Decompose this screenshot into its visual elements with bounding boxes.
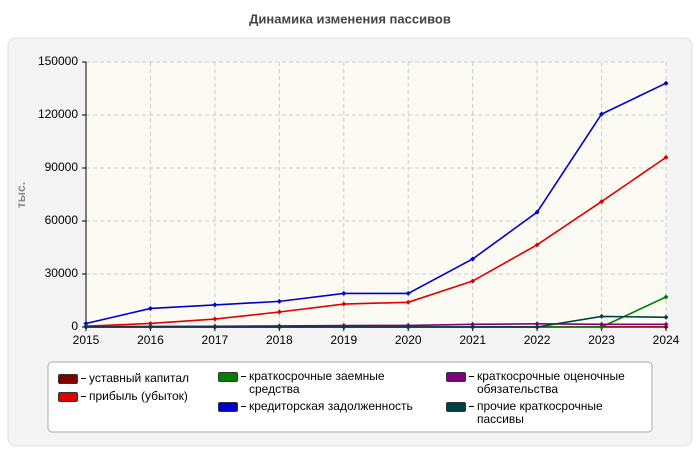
legend-label: кредиторская задолженность (249, 399, 413, 413)
point (534, 324, 540, 330)
point (147, 320, 153, 326)
point (663, 324, 669, 330)
point (470, 321, 476, 327)
point (663, 294, 669, 300)
x-tick-label: 2015 (73, 333, 100, 347)
x-tick-label: 2023 (588, 333, 615, 347)
point (470, 278, 476, 284)
x-tick-label: 2021 (459, 333, 486, 347)
point (663, 321, 669, 327)
y-tick-label: 150000 (38, 54, 78, 68)
legend-swatch (446, 372, 466, 382)
legend-dash (81, 396, 86, 397)
y-tick-label: 60000 (45, 213, 79, 227)
legend-item: прибыль (убыток) (58, 390, 208, 403)
y-tick-label: 30000 (45, 266, 79, 280)
legend-label: краткосрочные заемные средства (249, 369, 385, 396)
legend-label: краткосрочные оценочные обязательства (477, 369, 625, 396)
x-tick-label: 2019 (330, 333, 357, 347)
point (599, 199, 605, 205)
x-tick-label: 2018 (266, 333, 293, 347)
point (147, 305, 153, 311)
plot-area (86, 62, 666, 327)
legend-swatch (446, 402, 466, 412)
point (534, 321, 540, 327)
series-line (86, 315, 667, 328)
point (599, 313, 605, 319)
legend-item: прочие краткосрочные пассивы (446, 400, 646, 426)
y-tick-label: 120000 (38, 107, 78, 121)
legend-dash (469, 406, 474, 407)
point (341, 301, 347, 307)
x-tick-label: 2022 (524, 333, 551, 347)
point (341, 324, 347, 330)
legend-dash (241, 376, 246, 377)
legend-label: прибыль (убыток) (89, 389, 188, 403)
legend-item: краткосрочные заемные средства (218, 370, 418, 396)
legend-swatch (218, 402, 238, 412)
series-line (85, 156, 667, 327)
legend-swatch (218, 372, 238, 382)
x-tick-label: 2024 (653, 333, 680, 347)
y-tick-label: 90000 (45, 160, 79, 174)
legend-swatch (58, 392, 78, 402)
legend-item: краткосрочные оценочные обязательства (446, 370, 646, 396)
legend-label: уставный капитал (89, 371, 189, 385)
point (470, 256, 476, 262)
point (405, 290, 411, 296)
chart-title: Динамика изменения пассивов (249, 11, 451, 26)
legend-dash (81, 378, 86, 379)
point (470, 324, 476, 330)
point (212, 302, 218, 308)
legend-swatch (58, 374, 78, 384)
point (663, 314, 669, 320)
point (83, 324, 89, 330)
point (212, 316, 218, 322)
point (599, 324, 605, 330)
point (405, 324, 411, 330)
x-tick-label: 2016 (137, 333, 164, 347)
point (276, 298, 282, 304)
point (405, 299, 411, 305)
x-tick-label: 2017 (202, 333, 229, 347)
point (212, 324, 218, 330)
series-line (85, 82, 667, 325)
y-axis-label: тыс. (14, 182, 28, 208)
legend-item: уставный капитал (58, 372, 208, 385)
x-tick-label: 2020 (395, 333, 422, 347)
point (83, 320, 89, 326)
point (599, 111, 605, 117)
point (663, 154, 669, 160)
legend-dash (241, 406, 246, 407)
point (599, 321, 605, 327)
point (534, 209, 540, 215)
legend-dash (469, 376, 474, 377)
legend-box (47, 361, 653, 433)
point (663, 80, 669, 86)
point (276, 324, 282, 330)
legend-item: кредиторская задолженность (218, 400, 428, 413)
point (276, 309, 282, 315)
point (534, 242, 540, 248)
legend-label: прочие краткосрочные пассивы (477, 399, 603, 426)
y-tick-label: 0 (71, 319, 78, 333)
point (341, 290, 347, 296)
point (147, 324, 153, 330)
